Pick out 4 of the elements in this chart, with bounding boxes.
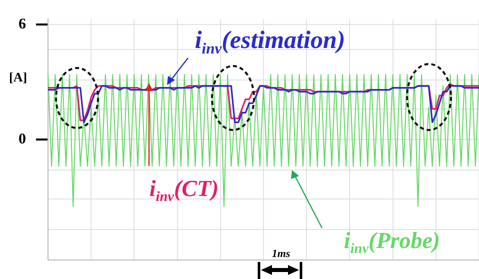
- y-axis-title: [A]: [8, 69, 28, 84]
- y-tick-label: 6: [18, 16, 26, 33]
- annotation: 1ms: [272, 248, 290, 260]
- y-tick-label: 0: [18, 131, 26, 148]
